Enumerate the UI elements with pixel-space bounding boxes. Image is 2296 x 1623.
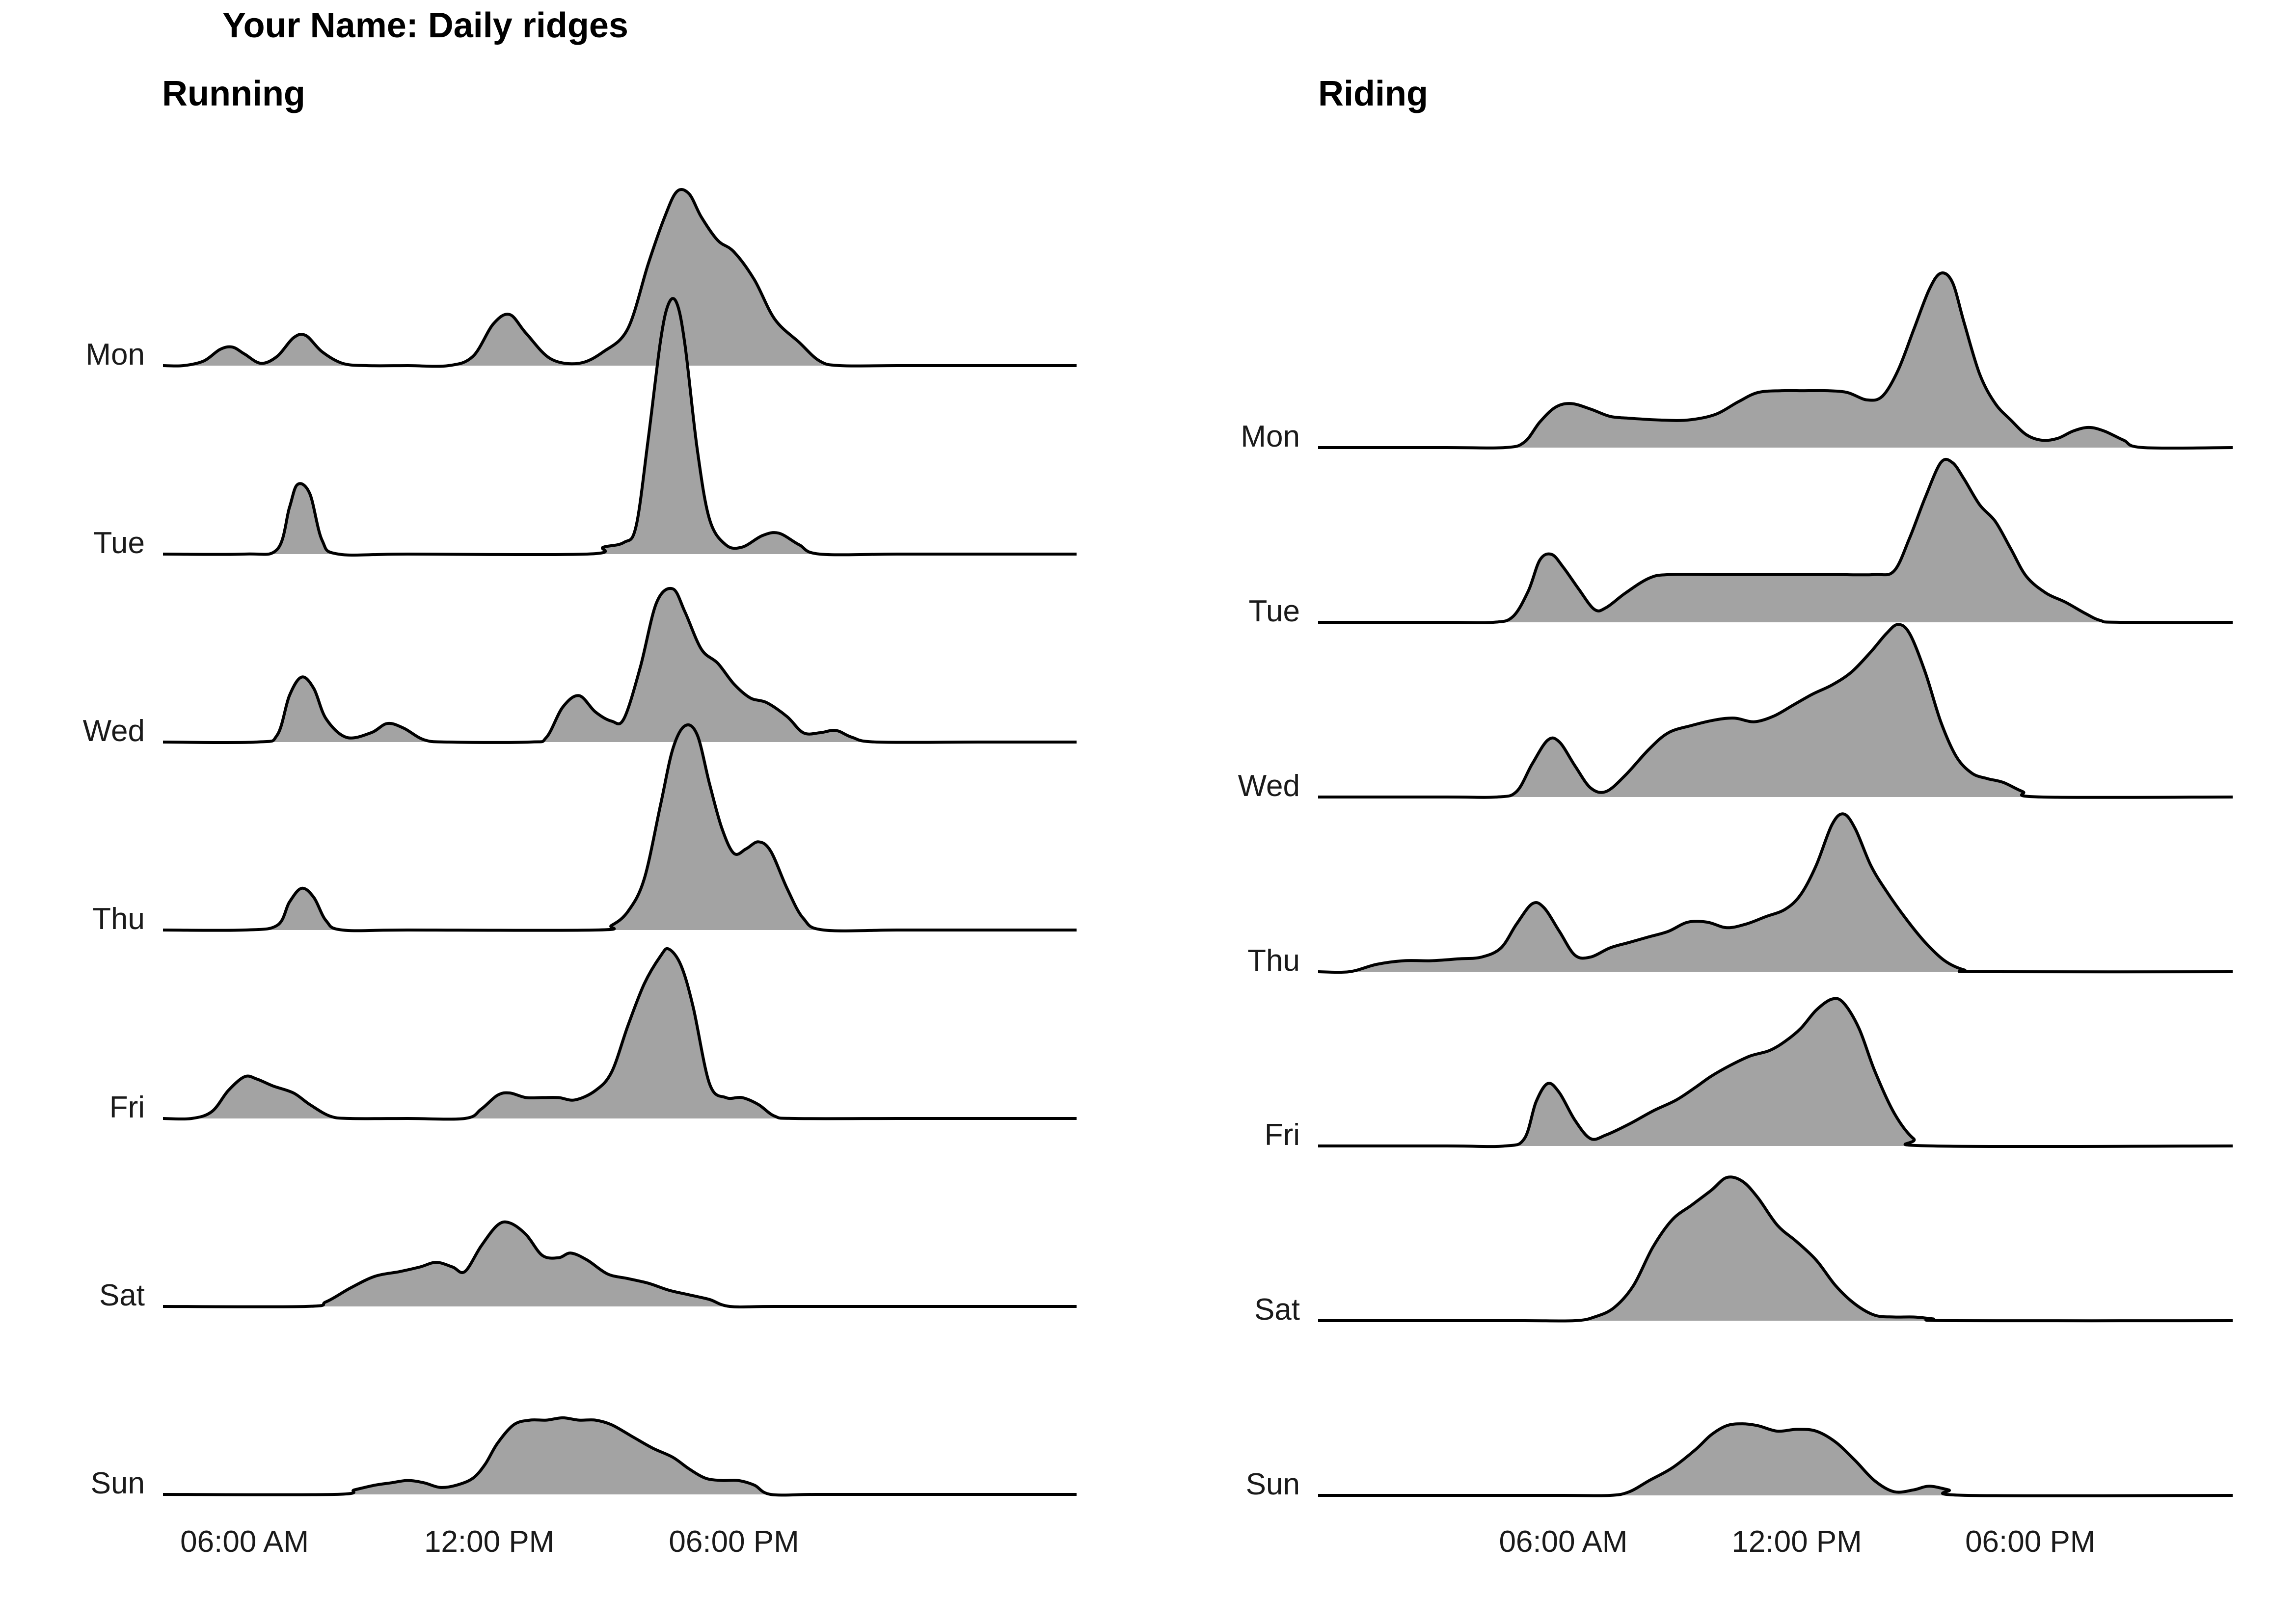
riding-ridge-line-thu [1318, 812, 2233, 974]
riding-day-label-mon: Mon [1241, 420, 1300, 453]
riding-ridge-fill-wed [1318, 624, 2233, 798]
running-ridge-line-sat [162, 1220, 1077, 1309]
riding-day-label-thu: Thu [1247, 944, 1300, 978]
running-ridge-line-thu [162, 723, 1077, 932]
riding-ridge-fill-tue [1318, 459, 2233, 623]
riding-ridge-fill-thu [1318, 814, 2233, 973]
running-ridge-fill-sat [163, 1222, 1077, 1307]
running-ridge-line-wed [162, 587, 1077, 745]
riding-day-label-sun: Sun [1246, 1467, 1300, 1501]
riding-panel-title: Riding [1318, 74, 1428, 113]
riding-ridge-line-tue [1318, 457, 2233, 624]
riding-ridge-fill-fri [1318, 998, 2233, 1147]
running-panel: Running Mon Tue Wed Thu Fri Sat Sun 06:00 AM 12:… [83, 74, 1077, 1559]
riding-day-label-sat: Sat [1254, 1293, 1300, 1327]
running-day-label-sun: Sun [91, 1466, 145, 1500]
figure-title: Your Name: Daily ridges [222, 6, 628, 45]
riding-ridge-line-sun [1318, 1422, 2233, 1497]
running-day-label-tue: Tue [93, 526, 145, 560]
running-x-tick-label: 06:00 PM [669, 1525, 799, 1559]
riding-ridge-line-sat [1318, 1175, 2233, 1323]
riding-x-tick-label: 06:00 PM [1965, 1525, 2095, 1559]
running-day-label-mon: Mon [85, 338, 145, 372]
riding-day-label-wed: Wed [1238, 769, 1300, 803]
running-day-label-thu: Thu [92, 902, 145, 936]
riding-ridge-fill-mon [1318, 273, 2233, 449]
riding-ridge-fill-sat [1318, 1177, 2233, 1321]
running-ridge-line-fri [162, 947, 1077, 1121]
running-ridge-line-sun [162, 1416, 1077, 1497]
running-x-tick-label: 06:00 AM [180, 1525, 309, 1559]
riding-ridge-line-fri [1318, 997, 2233, 1148]
running-ridge-line-mon [162, 188, 1077, 368]
riding-day-label-tue: Tue [1248, 594, 1300, 628]
running-day-label-fri: Fri [109, 1091, 145, 1124]
riding-panel: Riding Mon Tue Wed Thu Fri Sat Sun 06:00 AM 12:0… [1238, 74, 2233, 1559]
running-ridge-fill-sun [163, 1417, 1077, 1495]
running-day-label-sat: Sat [99, 1278, 145, 1312]
riding-ridge-fill-sun [1318, 1424, 2233, 1496]
riding-day-label-fri: Fri [1265, 1118, 1300, 1152]
running-ridge-line-tue [162, 297, 1077, 557]
running-ridge-fill-fri [163, 948, 1077, 1119]
riding-ridge-line-wed [1318, 623, 2233, 799]
riding-x-tick-label: 06:00 AM [1499, 1525, 1627, 1559]
riding-ridge-line-mon [1318, 271, 2233, 450]
running-x-tick-label: 12:00 PM [424, 1525, 554, 1559]
running-day-label-wed: Wed [83, 714, 145, 748]
running-panel-title: Running [162, 74, 305, 113]
riding-x-tick-label: 12:00 PM [1731, 1525, 1862, 1559]
